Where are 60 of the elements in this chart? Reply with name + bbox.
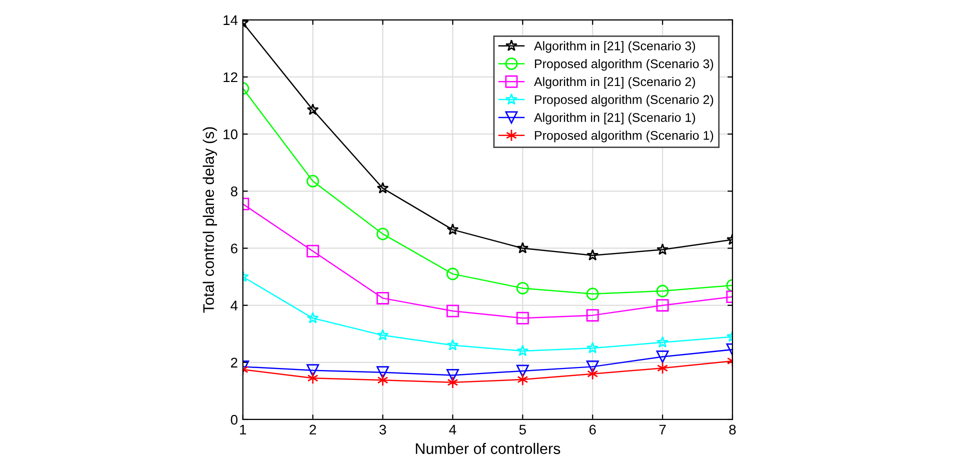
y-axis-title: Total control plane delay (s) [202,127,218,313]
legend-label: Algorithm in [21] (Scenario 2) [534,76,696,89]
point [516,312,529,324]
point [306,244,320,258]
y-tick-label: 10 [224,129,238,140]
point [656,336,669,348]
point [376,366,390,379]
x-tick-label: 6 [589,424,596,435]
point [376,182,389,194]
point [446,223,459,235]
point [446,304,459,318]
x-tick-label: 7 [659,424,666,434]
y-tick-label: 14 [224,15,238,25]
y-tick-label: 8 [230,186,238,196]
y-tick-label: 6 [231,244,238,254]
point [307,372,318,384]
point [516,344,529,356]
y-tick-label: 2 [230,358,238,368]
point [306,364,320,377]
point [656,284,669,298]
point [446,339,459,350]
legend-label: Algorithm in [21] (Scenario 3) [534,41,696,53]
point [656,243,669,255]
point [446,268,459,280]
point [306,104,319,116]
point [517,373,528,386]
x-tick-label: 3 [379,424,386,435]
point [586,249,599,261]
point [586,288,599,300]
point [377,374,388,386]
point [516,364,529,378]
point [306,174,320,188]
point [587,368,598,380]
x-axis-title: Number of controllers [416,442,560,454]
point [586,342,599,354]
y-tick-label: 4 [230,300,238,310]
legend-label: Proposed algorithm (Scenario 3) [534,59,714,71]
y-tick-label: 12 [224,72,238,82]
x-tick-label: 5 [519,424,526,435]
legend-label: Proposed algorithm (Scenario 1) [534,130,714,142]
point [586,360,599,373]
point [657,362,668,374]
point [306,312,319,324]
point [376,329,389,340]
point [516,242,529,254]
x-tick-label: 4 [449,424,456,434]
point [376,292,390,304]
x-tick-label: 2 [310,424,316,434]
y-tick-label: 0 [230,414,238,425]
point [656,350,669,363]
point [376,228,390,240]
x-tick-label: 8 [729,424,736,435]
legend-label: Algorithm in [21] (Scenario 1) [534,112,696,124]
legend-label: Proposed algorithm (Scenario 2) [534,94,714,107]
point [656,299,669,312]
point [447,376,458,389]
point [446,369,459,382]
point [516,282,529,294]
x-tick-label: 1 [240,424,246,434]
point [586,309,599,322]
